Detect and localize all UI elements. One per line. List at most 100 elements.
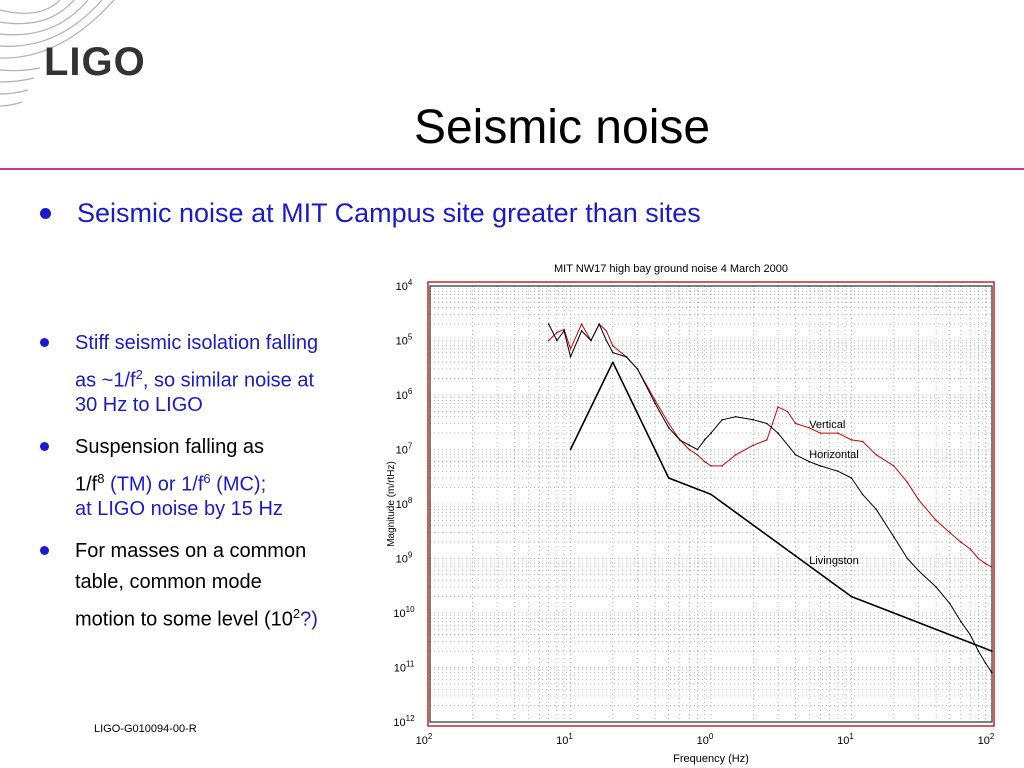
data-point	[969, 633, 972, 636]
data-point	[819, 465, 822, 467]
series-annotation: Horizontal	[809, 449, 859, 461]
data-point	[752, 444, 755, 446]
y-tick-label: 106	[396, 387, 413, 402]
data-point	[977, 650, 980, 652]
footer-doc-id: LIGO-G010094-00-R	[94, 723, 197, 735]
data-point	[819, 432, 822, 434]
text-run: as ~1/f	[75, 369, 136, 392]
data-point	[611, 351, 614, 354]
data-point	[875, 453, 878, 456]
data-point	[688, 448, 691, 451]
data-point	[654, 399, 656, 402]
data-point	[794, 453, 797, 456]
bullet-dot	[40, 442, 49, 451]
data-point	[875, 508, 878, 511]
x-tick-label: 102	[416, 732, 433, 747]
data-point	[679, 439, 681, 441]
data-point	[917, 569, 920, 572]
y-tick-label: 1011	[394, 660, 415, 675]
y-tick-label: 108	[396, 496, 413, 511]
y-tick-label: 109	[396, 551, 413, 566]
data-point	[590, 339, 592, 342]
data-point	[688, 444, 691, 446]
data-point	[861, 493, 864, 496]
data-point	[808, 460, 811, 463]
data-point	[935, 519, 937, 522]
text-run: , so similar noise at	[142, 369, 315, 392]
plot-area	[429, 285, 993, 723]
bullet-line: table, common mode	[75, 567, 262, 598]
chart-title: MIT NW17 high bay ground noise 4 March 2…	[554, 263, 788, 275]
bullet-line: 30 Hz to LIGO	[75, 390, 203, 421]
text-run: 1/f	[75, 473, 98, 496]
data-point	[556, 331, 558, 334]
text-run: 30 Hz to LIGO	[75, 394, 203, 416]
superscript: 8	[97, 471, 105, 486]
data-point	[667, 427, 670, 429]
data-point	[580, 323, 583, 325]
data-point	[948, 602, 951, 605]
noise-chart: 102 101 100 101 102 104 105 106 107 108 109 1010 101…	[386, 263, 995, 765]
text-run: Stiff seismic isolation falling	[75, 332, 319, 354]
data-point	[766, 422, 768, 425]
x-tick-label: 101	[837, 732, 854, 747]
data-point	[969, 548, 972, 550]
series-line-horizontal	[548, 323, 993, 674]
data-point	[563, 328, 565, 331]
data-point	[696, 448, 699, 451]
series-annotation: Vertical	[809, 419, 845, 431]
text-run: (MC);	[210, 473, 267, 496]
data-point	[636, 368, 639, 370]
title-divider	[0, 168, 1024, 170]
data-point	[984, 562, 987, 565]
data-point	[906, 557, 909, 560]
data-point	[547, 339, 550, 342]
ligo-logo	[0, 0, 115, 107]
data-point	[960, 620, 962, 623]
data-point	[984, 662, 987, 664]
data-point	[734, 415, 737, 418]
x-tick-label: 100	[697, 732, 714, 747]
data-point	[625, 356, 628, 358]
data-point	[808, 427, 811, 429]
data-point	[786, 410, 789, 413]
data-point	[710, 493, 712, 496]
bullet-line: Stiff seismic isolation falling	[75, 328, 318, 359]
data-point	[667, 477, 670, 479]
bullet-line: at LIGO noise by 15 Hz	[75, 494, 283, 525]
data-point	[703, 460, 706, 463]
bullet-line: motion to some level (102?)	[75, 598, 318, 636]
data-point	[794, 422, 797, 425]
plot-frame	[427, 281, 995, 727]
y-tick-label: 107	[396, 442, 413, 457]
data-point	[917, 498, 920, 501]
bullet-dot	[40, 338, 49, 347]
data-point	[605, 330, 608, 332]
data-point	[563, 330, 565, 332]
data-point	[721, 465, 723, 467]
slide-title: Seismic noise	[413, 101, 711, 154]
series-line-livingston	[569, 361, 993, 652]
data-point	[948, 531, 951, 534]
data-point	[654, 402, 656, 405]
data-point	[892, 465, 895, 467]
data-point	[850, 439, 853, 441]
data-point	[569, 448, 572, 451]
data-point	[710, 465, 712, 467]
data-point	[611, 361, 614, 363]
data-point	[710, 432, 712, 434]
data-point	[569, 356, 572, 358]
y-tick-label: 1012	[393, 714, 415, 729]
data-point	[777, 406, 779, 408]
text-run: motion to some level (10	[75, 608, 293, 631]
bullet-line: 1/f8 (TM) or 1/f6 (MC);	[75, 463, 266, 501]
data-point	[906, 481, 909, 484]
superscript: 6	[203, 471, 211, 486]
data-point	[696, 453, 699, 456]
data-point	[991, 566, 993, 568]
bullet-dot	[40, 546, 49, 555]
series-line-vertical	[548, 323, 993, 568]
data-point	[861, 440, 864, 443]
data-point	[605, 339, 608, 342]
superscript: 2	[135, 367, 143, 382]
